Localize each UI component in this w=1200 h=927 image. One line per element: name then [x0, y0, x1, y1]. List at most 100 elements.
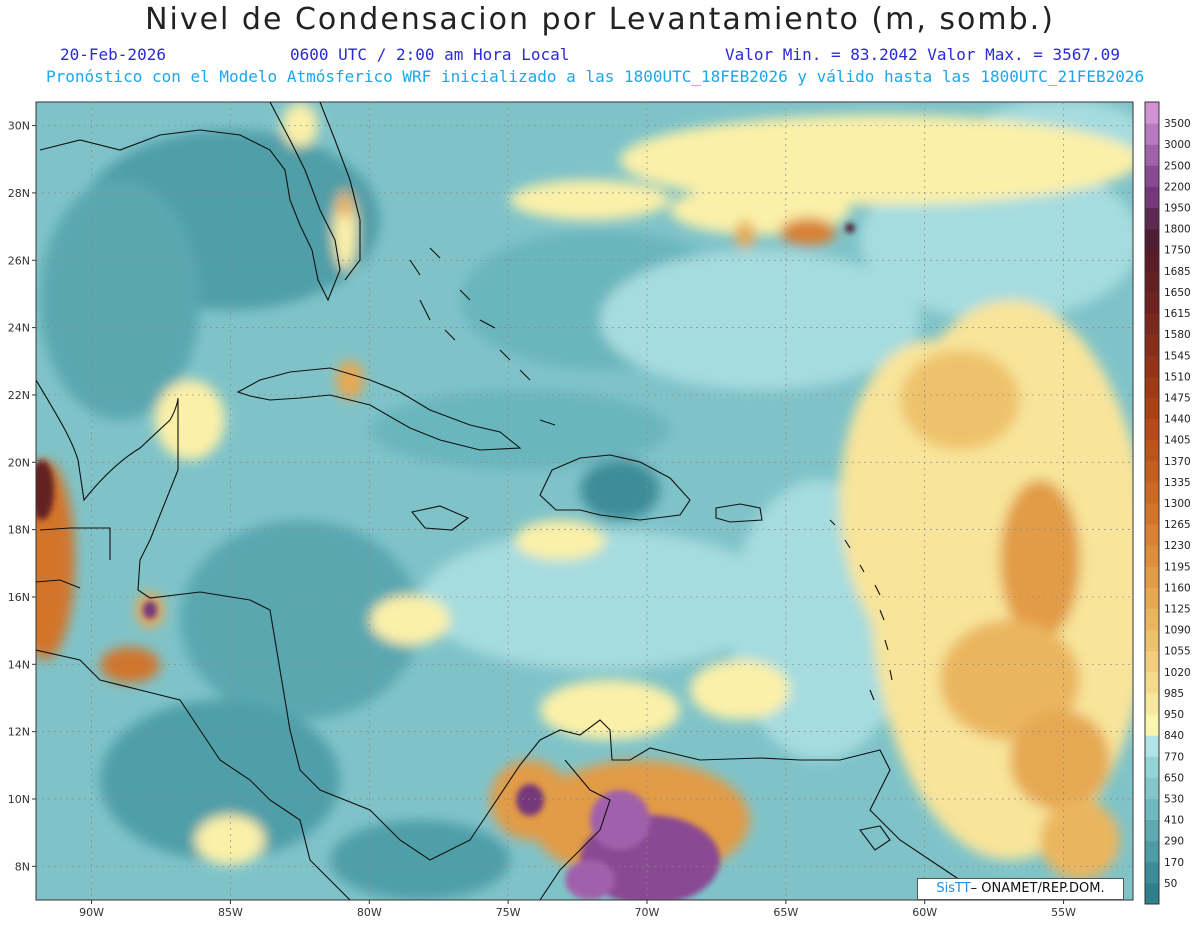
colorbar-label: 650	[1164, 772, 1184, 784]
colorbar-label: 290	[1164, 836, 1184, 848]
colorbar-swatch	[1145, 207, 1159, 230]
colorbar-label: 1125	[1164, 604, 1191, 616]
colorbar-label: 770	[1164, 751, 1184, 763]
forecast-time: 0600 UTC / 2:00 am Hora Local	[290, 45, 570, 64]
credit-text: ONAMET/REP.DOM.	[977, 881, 1105, 896]
colorbar-label: 1090	[1164, 625, 1191, 637]
lat-tick-label: 22N	[8, 389, 30, 402]
lon-tick-label: 80W	[357, 906, 382, 919]
colorbar-swatch	[1145, 460, 1159, 483]
colorbar-label: 3500	[1164, 118, 1191, 130]
colorbar-swatch	[1145, 313, 1159, 335]
colorbar-swatch	[1145, 671, 1159, 694]
colorbar-label: 1440	[1164, 414, 1191, 426]
colorbar-swatch	[1145, 481, 1159, 504]
colorbar-swatch	[1145, 249, 1159, 272]
colorbar-label: 1800	[1164, 224, 1191, 236]
colorbar-swatch	[1145, 334, 1159, 356]
colorbar-swatch	[1145, 144, 1159, 166]
colorbar-swatch	[1145, 291, 1159, 314]
colorbar-label: 1335	[1164, 477, 1191, 489]
lon-tick-label: 65W	[773, 906, 798, 919]
lat-tick-label: 30N	[8, 120, 30, 133]
graticule	[36, 102, 1133, 900]
colorbar-swatch	[1145, 819, 1159, 842]
lat-tick-label: 28N	[8, 187, 30, 200]
lon-tick-label: 85W	[218, 906, 243, 919]
colorbar-label: 50	[1164, 878, 1177, 890]
colorbar-swatch	[1145, 608, 1159, 631]
colorbar-swatch	[1145, 418, 1159, 441]
map-title: Nivel de Condensacion por Levantamiento …	[145, 2, 1055, 37]
colorbar-label: 170	[1164, 857, 1184, 869]
colorbar-swatch	[1145, 777, 1159, 799]
coastlines	[36, 102, 991, 900]
colorbar-swatch	[1145, 735, 1159, 757]
colorbar-swatch	[1145, 545, 1159, 567]
colorbar-label: 1475	[1164, 392, 1191, 404]
lon-tick-label: 60W	[912, 906, 937, 919]
colorbar-label: 1160	[1164, 582, 1191, 594]
colorbar-label: 530	[1164, 793, 1184, 805]
lat-tick-label: 8N	[15, 860, 30, 873]
colorbar-label: 985	[1164, 688, 1184, 700]
value-range: Valor Min. = 83.2042 Valor Max. = 3567.0…	[725, 45, 1120, 64]
colorbar-label: 1020	[1164, 667, 1191, 679]
colorbar-swatch	[1145, 566, 1159, 588]
colorbar-label: 1055	[1164, 646, 1191, 658]
colorbar-swatch	[1145, 756, 1159, 778]
colorbar-swatch	[1145, 165, 1159, 187]
colorbar: 50 170 290 410 530 650 770 840 950 985 1020 1055 109…	[1144, 101, 1191, 905]
lon-tick-label: 70W	[635, 906, 660, 919]
colorbar-label: 1750	[1164, 245, 1191, 257]
colorbar-swatch	[1145, 861, 1159, 884]
lon-tick-label: 55W	[1051, 906, 1076, 919]
lat-tick-label: 18N	[8, 524, 30, 537]
colorbar-swatch	[1145, 503, 1159, 525]
lcl-field	[36, 102, 1133, 900]
sistt-logo: SisTT	[936, 881, 971, 896]
colorbar-swatch	[1145, 355, 1159, 377]
colorbar-swatch	[1145, 186, 1159, 209]
colorbar-swatch	[1145, 123, 1159, 145]
colorbar-label: 2500	[1164, 160, 1191, 172]
lat-tick-label: 10N	[8, 793, 30, 806]
longitude-axis: 90W 85W 80W 75W 70W 65W 60W 55W	[79, 900, 1076, 919]
colorbar-label: 1580	[1164, 329, 1191, 341]
lat-tick-label: 16N	[8, 591, 30, 604]
colorbar-label: 1300	[1164, 498, 1191, 510]
colorbar-swatch	[1145, 397, 1159, 420]
colorbar-swatch	[1145, 524, 1159, 546]
colorbar-label: 1265	[1164, 519, 1191, 531]
colorbar-label: 1950	[1164, 203, 1191, 215]
colorbar-label: 1685	[1164, 266, 1191, 278]
colorbar-swatch	[1145, 270, 1159, 293]
colorbar-swatch	[1145, 692, 1159, 715]
colorbar-swatch	[1145, 587, 1159, 610]
colorbar-label: 1405	[1164, 435, 1191, 447]
colorbar-label: 1510	[1164, 371, 1191, 383]
colorbar-swatch	[1145, 840, 1159, 863]
colorbar-label: 1650	[1164, 287, 1191, 299]
lat-tick-label: 12N	[8, 726, 30, 739]
colorbar-swatch	[1145, 102, 1159, 124]
colorbar-swatch	[1145, 629, 1159, 652]
colorbar-swatch	[1145, 714, 1159, 736]
colorbar-label: 3000	[1164, 139, 1191, 151]
colorbar-label: 2200	[1164, 181, 1191, 193]
colorbar-swatch	[1145, 882, 1159, 905]
lat-tick-label: 24N	[8, 322, 30, 335]
lat-tick-label: 20N	[8, 456, 30, 469]
colorbar-label: 410	[1164, 815, 1184, 827]
colorbar-label: 1370	[1164, 456, 1191, 468]
colorbar-swatch	[1145, 798, 1159, 821]
model-description: Pronóstico con el Modelo Atmósferico WRF…	[46, 67, 1145, 86]
lat-tick-label: 26N	[8, 254, 30, 267]
lon-tick-label: 75W	[496, 906, 521, 919]
colorbar-swatch	[1145, 376, 1159, 398]
lat-tick-label: 14N	[8, 658, 30, 671]
colorbar-label: 1545	[1164, 350, 1191, 362]
colorbar-label: 950	[1164, 709, 1184, 721]
colorbar-swatch	[1145, 439, 1159, 462]
